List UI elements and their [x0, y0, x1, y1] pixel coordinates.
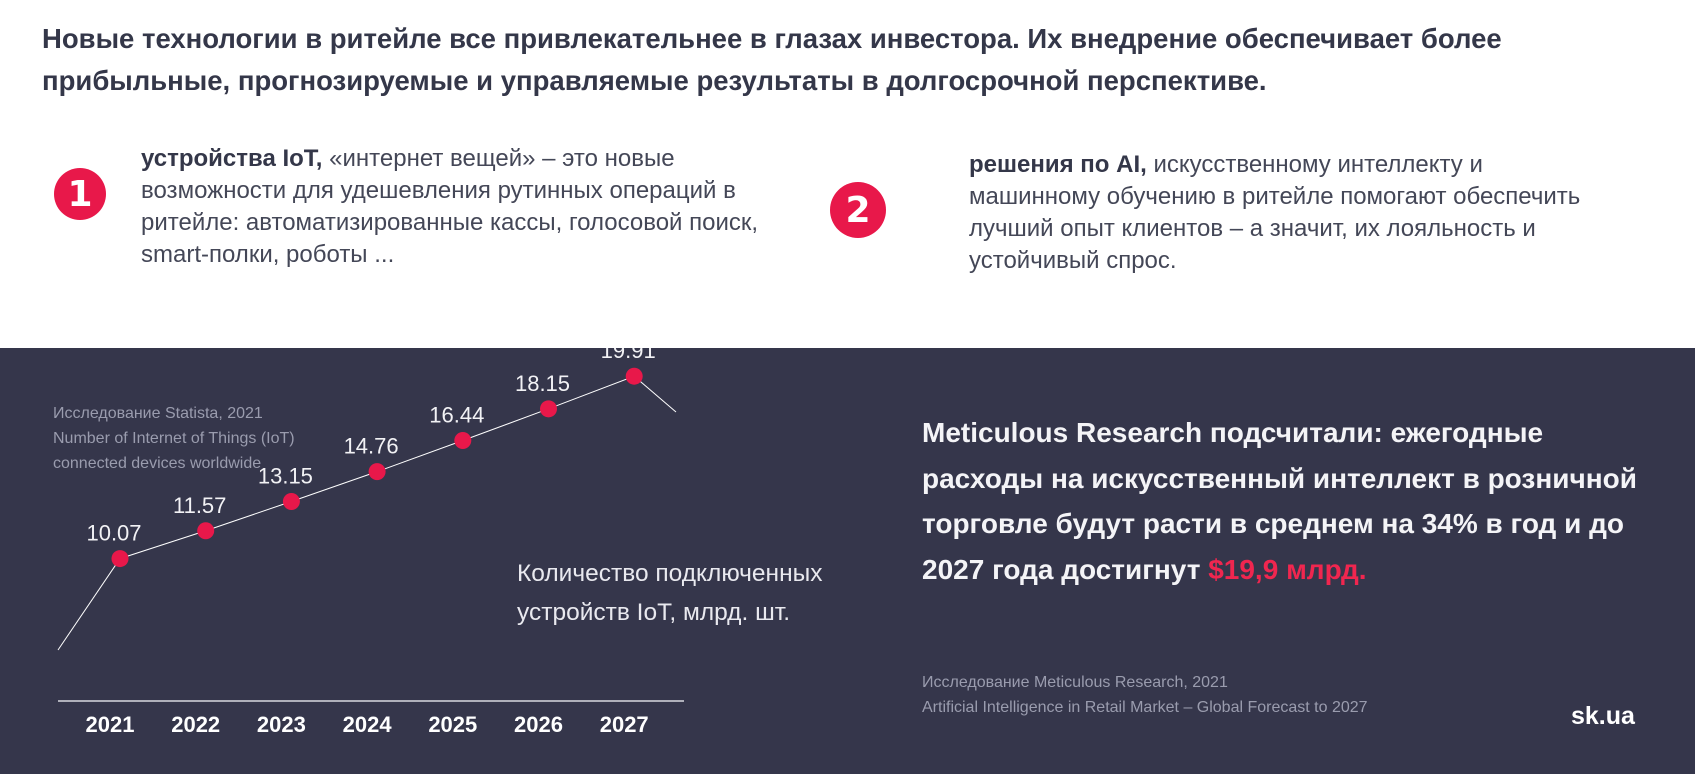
x-tick-2025: 2025	[428, 712, 477, 737]
data-label-2025: 16.44	[429, 403, 484, 428]
trend-line-end	[633, 375, 677, 413]
data-label-2026: 18.15	[515, 371, 570, 396]
x-tick-2026: 2026	[514, 712, 563, 737]
chart-source-line2: Number of Internet of Things (IoT)	[53, 430, 295, 447]
point-iot-text: устройства IoT, «интернет вещей» – это н…	[141, 143, 771, 271]
data-label-2023: 13.15	[258, 463, 313, 488]
chart-source-line1: Исследование Statista, 2021	[53, 405, 263, 422]
point-iot-title: устройства IoT,	[141, 145, 323, 172]
x-tick-2021: 2021	[86, 712, 135, 737]
data-point-2027	[625, 367, 643, 385]
findings-highlight: $19,9 млрд.	[1208, 553, 1367, 585]
data-point-2025	[454, 432, 472, 450]
research-panel: Исследование Statista, 2021 Number of In…	[0, 348, 1695, 774]
headline: Новые технологии в ритейле все привлекат…	[42, 23, 1502, 96]
findings-source-line1: Исследование Meticulous Research, 2021	[922, 674, 1228, 691]
data-point-2022	[197, 522, 215, 540]
data-point-2023	[282, 492, 300, 510]
x-tick-2027: 2027	[600, 712, 649, 737]
findings-source: Исследование Meticulous Research, 2021 A…	[922, 670, 1368, 720]
data-label-2022: 11.57	[173, 493, 226, 518]
data-label-2021: 10.07	[86, 521, 141, 546]
data-point-2021	[111, 550, 129, 568]
x-tick-2022: 2022	[171, 712, 220, 737]
point-iot-body: «интернет вещей» – это новые возможности…	[141, 145, 759, 268]
findings-source-line2: Artificial Intelligence in Retail Market…	[922, 699, 1368, 716]
trend-line-start	[57, 558, 121, 651]
chart-caption-line2: устройств IoT, млрд. шт.	[517, 599, 791, 626]
chart-caption: Количество подключенных устройств IoT, м…	[517, 554, 877, 632]
data-label-2024: 14.76	[344, 434, 399, 459]
chart-source-line3: connected devices worldwide	[53, 455, 262, 472]
x-tick-2024: 2024	[343, 712, 393, 737]
findings-text: Meticulous Research подсчитали: ежегодны…	[922, 417, 1637, 585]
number-badge-2: 2	[830, 182, 886, 238]
iot-devices-chart: 10.07 11.57 13.15 14.76 16.44 18.15 19.91 2021 2…	[57, 348, 684, 737]
point-ai-title: решения по AI,	[969, 151, 1147, 178]
chart-caption-line1: Количество подключенных	[517, 560, 823, 587]
chart-source: Исследование Statista, 2021 Number of In…	[53, 401, 295, 476]
research-findings: Meticulous Research подсчитали: ежегодны…	[922, 410, 1662, 592]
data-point-2024	[368, 463, 386, 481]
point-ai-text: решения по AI, искусственному интеллекту…	[969, 149, 1589, 277]
number-badge-1: 1	[54, 168, 106, 220]
logo: sk.ua	[1571, 702, 1635, 730]
point-ai-body: искусственному интеллекту и машинному об…	[969, 151, 1581, 274]
x-tick-2023: 2023	[257, 712, 306, 737]
data-label-2027: 19.91	[601, 348, 656, 363]
data-point-2026	[540, 400, 557, 418]
